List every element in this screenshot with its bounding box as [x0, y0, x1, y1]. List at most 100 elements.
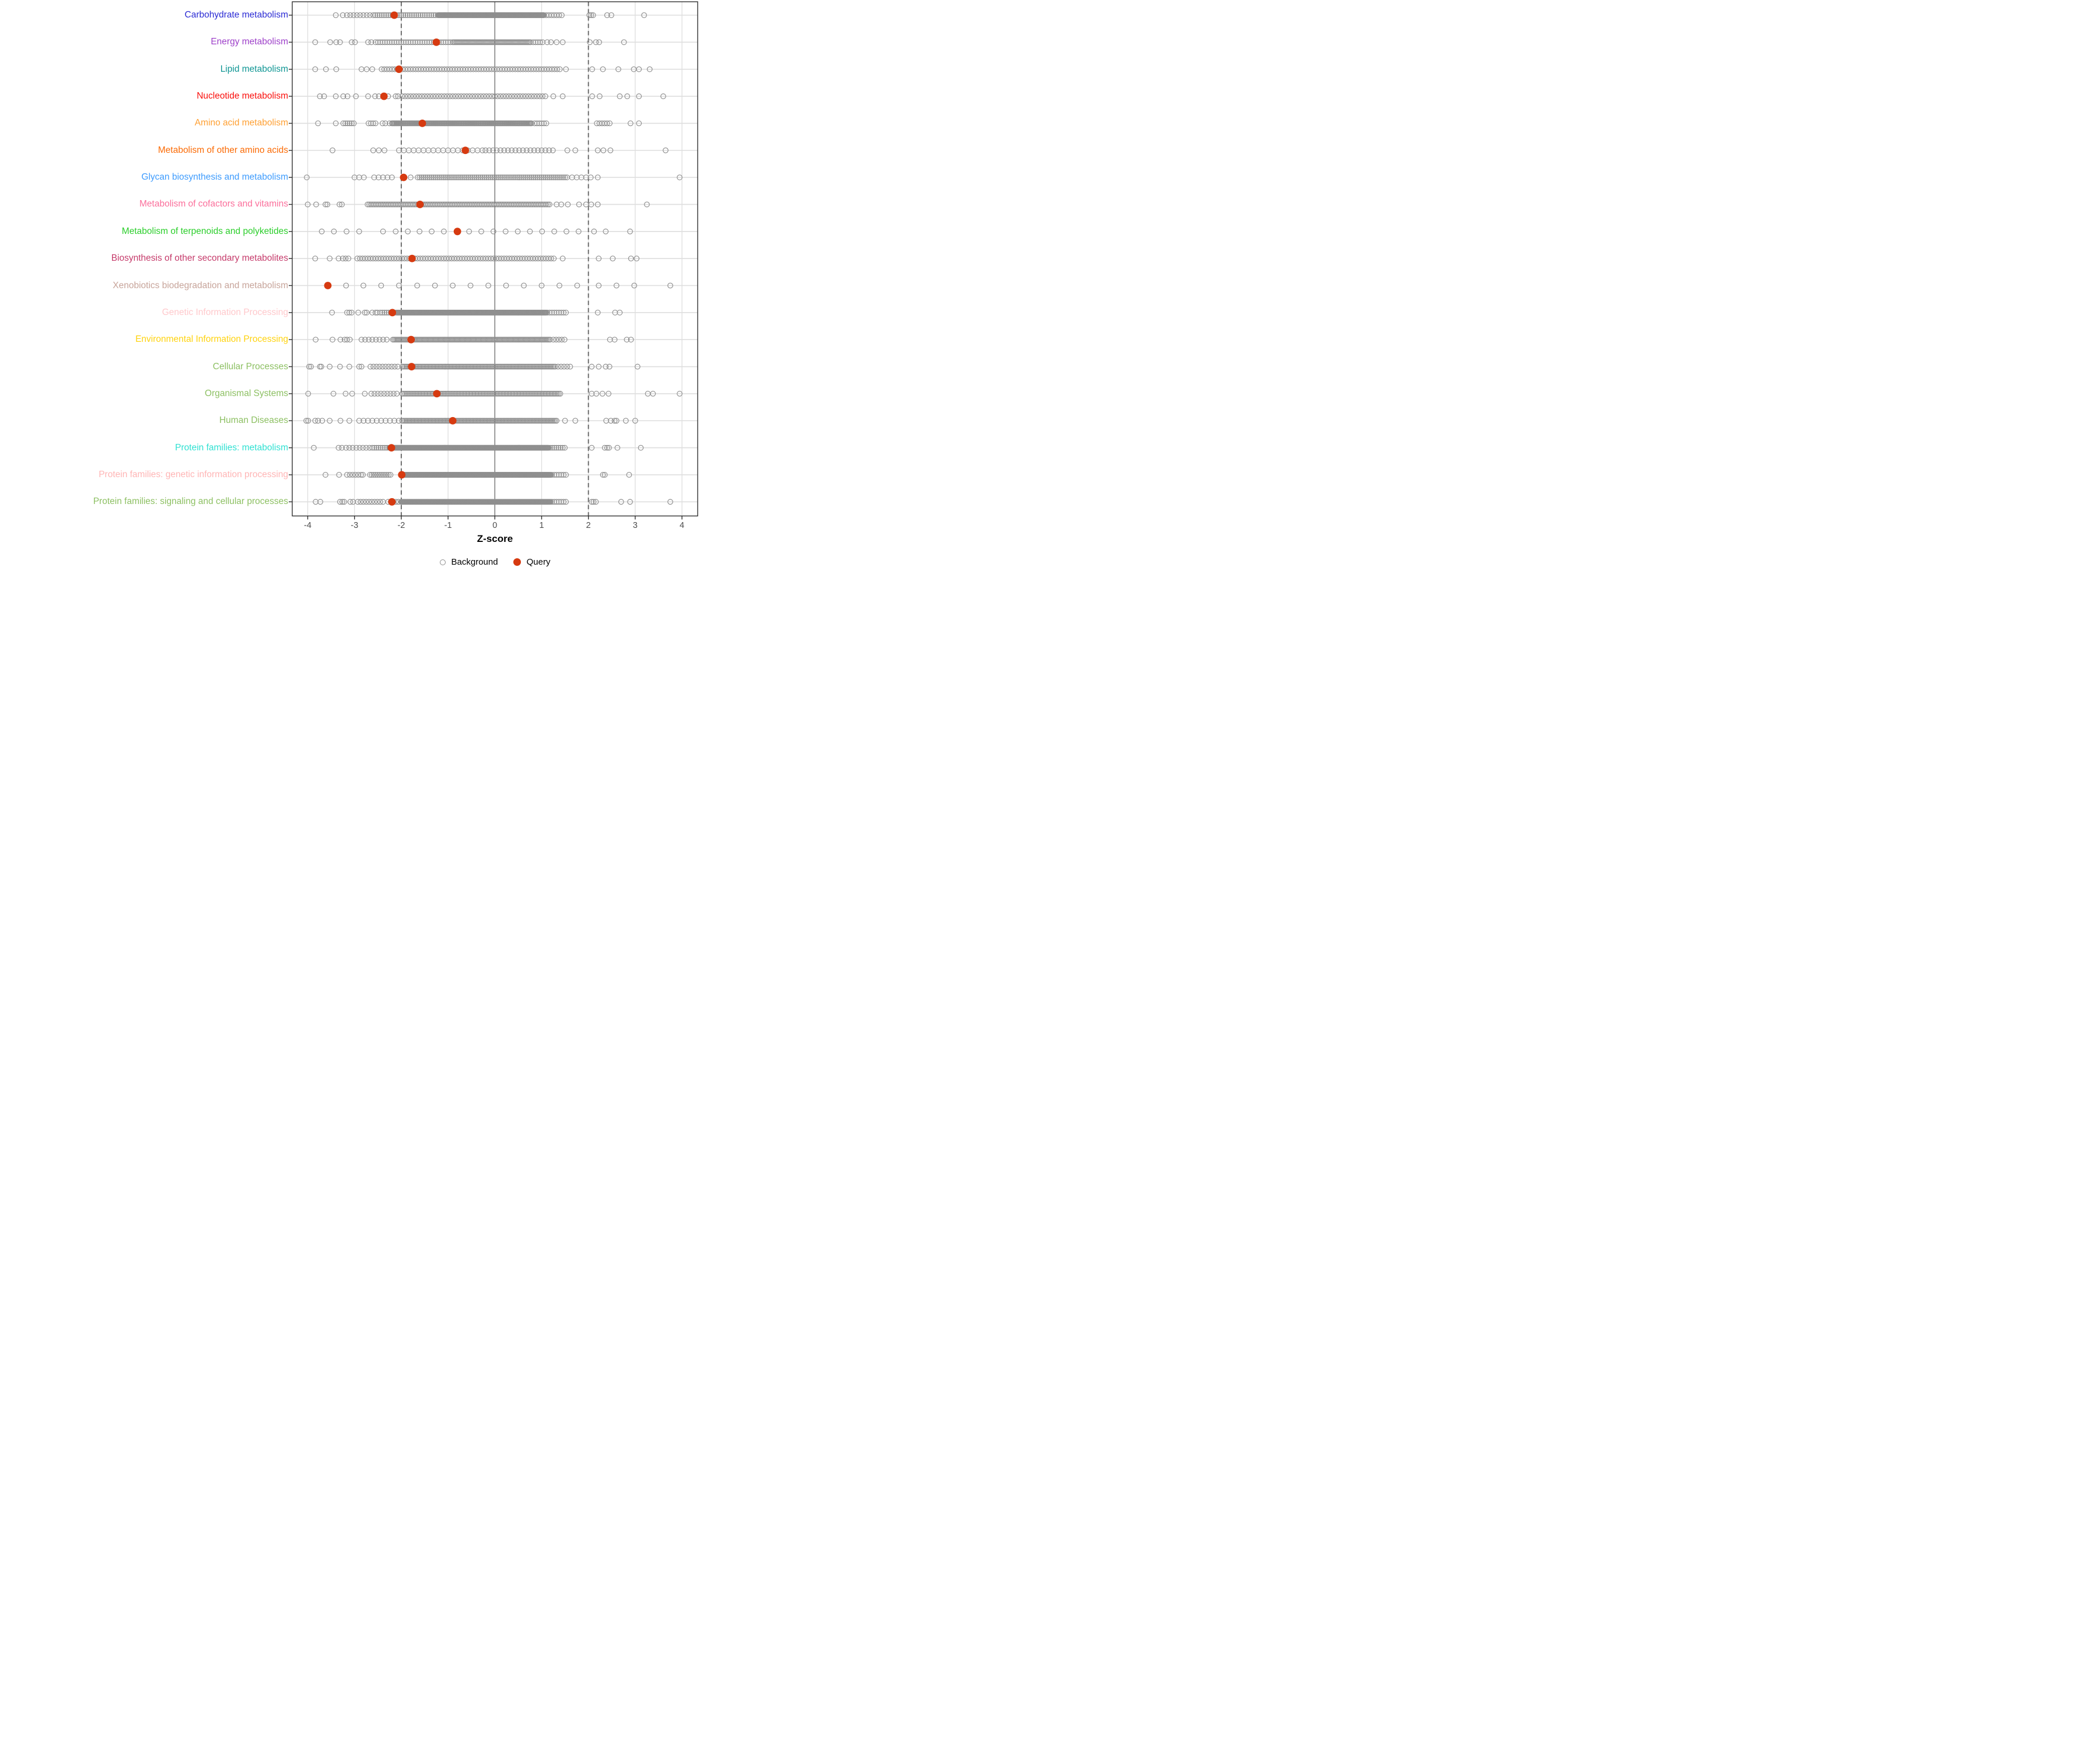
background-point — [542, 363, 548, 370]
background-point — [370, 472, 377, 478]
y-axis-label: Genetic Information Processing — [162, 307, 288, 317]
background-point — [600, 147, 607, 153]
background-point — [548, 418, 554, 424]
background-point — [416, 418, 422, 424]
background-point — [558, 174, 564, 180]
background-point — [628, 120, 634, 127]
background-point — [614, 444, 621, 451]
background-point — [526, 363, 531, 370]
background-point — [391, 363, 398, 370]
background-point — [363, 66, 370, 72]
background-point — [450, 282, 456, 289]
background-point — [551, 418, 557, 424]
background-point — [541, 418, 547, 424]
background-point — [479, 418, 485, 424]
background-point — [351, 120, 357, 127]
background-point — [519, 418, 524, 424]
background-point — [527, 228, 533, 235]
background-point — [329, 309, 335, 316]
background-point — [502, 418, 508, 424]
background-point — [402, 418, 408, 424]
background-point — [514, 93, 520, 99]
background-point — [346, 472, 353, 478]
background-point — [677, 174, 682, 180]
background-point — [523, 174, 529, 180]
background-point — [611, 337, 618, 343]
background-point — [471, 363, 477, 370]
y-axis-label: Human Diseases — [219, 415, 288, 426]
background-point — [369, 418, 376, 424]
background-point — [556, 309, 562, 316]
background-point — [386, 120, 393, 127]
background-point — [493, 174, 499, 180]
background-point — [510, 363, 516, 370]
legend-label-background: Background — [451, 557, 498, 567]
background-point — [618, 499, 624, 505]
background-point — [527, 174, 533, 180]
background-point — [457, 363, 463, 370]
background-point — [413, 12, 419, 18]
background-point — [554, 499, 560, 505]
background-point — [544, 363, 550, 370]
background-point — [436, 363, 442, 370]
background-point — [440, 363, 446, 370]
background-point — [474, 174, 480, 180]
background-point — [372, 93, 378, 99]
background-point — [553, 337, 559, 343]
background-point — [438, 174, 444, 180]
background-point — [530, 418, 536, 424]
background-point — [477, 391, 484, 397]
background-point — [388, 174, 395, 180]
background-point — [395, 93, 401, 99]
background-point — [540, 39, 545, 46]
background-point — [558, 472, 565, 478]
background-point — [615, 66, 621, 72]
x-axis-title: Z-score — [477, 533, 513, 544]
background-point — [458, 363, 464, 370]
background-point — [576, 201, 582, 208]
legend: Background Query — [292, 557, 698, 567]
background-point — [379, 363, 386, 370]
background-point — [346, 363, 352, 370]
y-axis-label: Protein families: metabolism — [175, 442, 288, 453]
background-point — [538, 147, 545, 153]
background-point — [527, 363, 533, 370]
background-point — [517, 363, 523, 370]
background-point — [438, 418, 444, 424]
query-point-icon — [513, 558, 521, 566]
background-point — [554, 39, 560, 46]
background-point — [509, 391, 516, 397]
background-point — [369, 444, 376, 451]
background-point — [534, 174, 541, 180]
background-point — [371, 174, 377, 180]
background-point — [607, 147, 614, 153]
background-point — [627, 228, 633, 235]
background-point — [550, 418, 555, 424]
background-point — [551, 363, 557, 370]
background-point — [474, 363, 480, 370]
background-point — [509, 363, 515, 370]
background-point — [574, 282, 580, 289]
background-point — [447, 363, 453, 370]
background-point — [531, 120, 538, 127]
background-point — [663, 147, 668, 153]
background-point — [399, 363, 405, 370]
background-point — [424, 174, 430, 180]
background-point — [422, 391, 429, 397]
background-point — [305, 418, 312, 424]
background-point — [544, 309, 550, 316]
background-point — [520, 93, 526, 99]
query-point — [400, 173, 408, 181]
background-point — [528, 174, 535, 180]
background-point — [373, 363, 380, 370]
background-point — [327, 39, 333, 46]
background-point — [572, 418, 579, 424]
background-point — [351, 12, 356, 18]
background-point — [372, 39, 379, 46]
background-point — [458, 418, 464, 424]
background-point — [583, 174, 589, 180]
background-point — [474, 391, 481, 397]
background-point — [560, 174, 566, 180]
background-point — [418, 174, 425, 180]
background-point — [534, 93, 540, 99]
